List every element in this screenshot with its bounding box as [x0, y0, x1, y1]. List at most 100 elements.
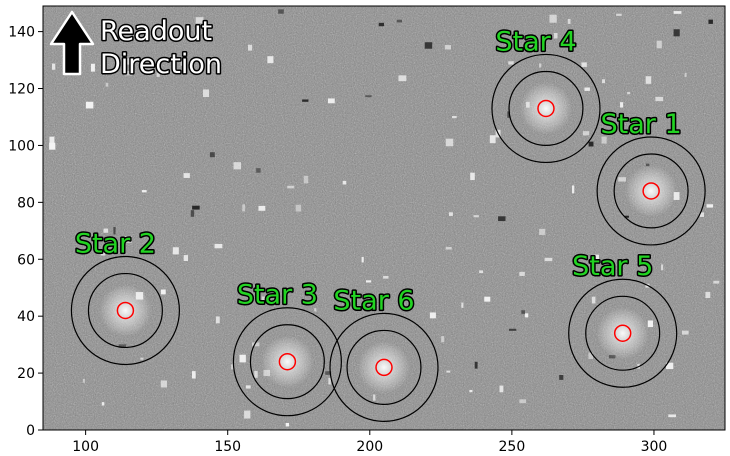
y-tick-label: 80 — [17, 195, 35, 211]
hot-pixel — [285, 422, 290, 427]
hot-pixel — [191, 371, 196, 379]
star-labels: Star 1 Star 2 Star 3 Star 4 Star 5 Star 6 — [73, 25, 683, 318]
hot-pixel — [261, 296, 266, 301]
hot-pixel — [627, 91, 631, 95]
hot-pixel — [327, 98, 335, 104]
annulus-inner-ring — [613, 153, 689, 229]
hot-pixel — [295, 204, 302, 212]
star-glow — [519, 82, 572, 135]
y-tick-label: 120 — [8, 82, 35, 98]
hot-pixel — [544, 257, 553, 262]
hot-pixel — [479, 270, 484, 274]
hot-pixel — [489, 135, 496, 144]
dark-pixel — [521, 310, 526, 314]
hot-pixel — [126, 58, 133, 65]
hot-pixel — [553, 32, 558, 39]
aperture-circle — [642, 182, 660, 200]
annulus-outer-ring — [596, 136, 706, 246]
hot-pixel — [303, 175, 309, 184]
aperture-circle — [375, 358, 393, 377]
image-background — [43, 6, 725, 430]
y-tick-label: 60 — [17, 252, 35, 268]
hot-pixel — [591, 296, 596, 304]
hot-pixel — [444, 45, 452, 50]
hot-pixel — [100, 249, 106, 256]
hot-pixel — [470, 172, 475, 181]
hot-pixel — [203, 89, 210, 98]
hot-pixel — [124, 71, 133, 76]
hot-pixel — [602, 79, 605, 84]
hot-pixel — [172, 247, 179, 255]
hot-pixel — [195, 17, 204, 24]
hot-pixel — [251, 342, 260, 347]
y-tick-label: 0 — [26, 423, 35, 439]
hot-pixel — [673, 11, 682, 14]
hot-pixel — [254, 370, 258, 378]
hot-pixel — [618, 177, 626, 182]
hot-pixel — [82, 378, 85, 383]
dark-pixel — [192, 205, 200, 210]
annulus-inner-ring — [585, 295, 661, 371]
hot-pixel — [183, 173, 190, 178]
hot-pixel — [539, 63, 542, 68]
star-glow — [596, 307, 649, 360]
annulus-inner-ring — [87, 272, 163, 349]
star-label: Star 5 — [572, 251, 653, 282]
hot-pixel — [105, 82, 109, 87]
dark-pixel — [209, 152, 215, 158]
hot-pixel — [473, 215, 479, 218]
hot-pixel — [180, 58, 185, 66]
hot-pixel — [441, 336, 445, 343]
hot-pixel — [645, 76, 652, 84]
hot-pixel — [646, 120, 650, 125]
star-label: Star 1 — [601, 109, 682, 140]
annulus-outer-ring — [232, 307, 342, 417]
hot-pixel — [584, 87, 590, 91]
annulus-outer-ring — [70, 255, 181, 366]
dark-pixel — [507, 111, 510, 118]
dark-pixel — [474, 361, 478, 369]
y-axis: 0 20 40 60 80 100 120 140 — [8, 25, 43, 439]
hot-pixel — [140, 357, 144, 360]
hot-pixel — [582, 131, 590, 136]
hot-pixel — [429, 312, 436, 319]
hot-pixel — [661, 264, 664, 271]
hot-pixel — [49, 136, 55, 145]
star-markers — [70, 53, 706, 422]
dark-pixel — [325, 371, 332, 375]
dark-pixel — [113, 226, 116, 235]
hot-pixel — [239, 354, 246, 363]
hot-pixel — [519, 271, 525, 276]
hot-pixel — [656, 40, 662, 49]
hot-pixel — [183, 255, 188, 262]
y-tick-label: 40 — [17, 309, 35, 325]
dark-pixel — [624, 215, 629, 218]
hot-pixel — [328, 377, 331, 385]
x-tick-label: 150 — [214, 439, 241, 455]
dark-pixel — [256, 168, 261, 173]
hot-pixel — [214, 62, 221, 65]
hot-pixel — [452, 116, 457, 119]
dark-pixel — [365, 95, 372, 98]
hot-pixel — [49, 142, 56, 150]
hot-pixel — [567, 18, 571, 24]
dark-pixel — [118, 344, 127, 348]
hot-pixel — [384, 295, 390, 299]
dark-pixel — [424, 42, 433, 49]
dark-pixel — [302, 99, 309, 102]
annulus-inner-ring — [249, 324, 325, 400]
annulus-outer-ring — [568, 278, 678, 388]
y-tick-label: 140 — [8, 25, 35, 41]
hot-pixel — [231, 364, 234, 370]
hot-pixel — [591, 254, 599, 262]
hot-pixel — [469, 389, 473, 393]
hot-pixel — [85, 101, 94, 109]
hot-pixel — [365, 280, 372, 283]
hot-pixel — [342, 180, 347, 185]
hot-pixel — [668, 414, 677, 418]
hot-pixel — [699, 212, 704, 217]
hot-pixel — [519, 399, 526, 404]
star-glow — [99, 284, 152, 337]
dark-pixel — [190, 210, 195, 217]
